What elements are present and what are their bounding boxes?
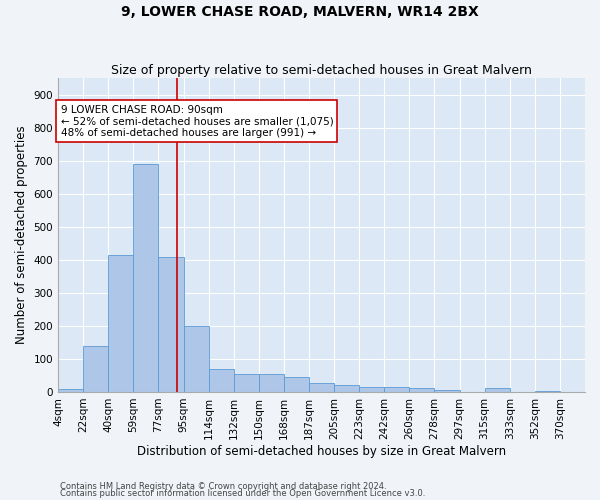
Text: 9 LOWER CHASE ROAD: 90sqm
← 52% of semi-detached houses are smaller (1,075)
48% : 9 LOWER CHASE ROAD: 90sqm ← 52% of semi-… (61, 104, 334, 138)
Bar (83, 346, 108, 392)
Bar (133, 164, 158, 392)
Bar (434, 390, 460, 392)
Bar (309, 382, 334, 392)
X-axis label: Distribution of semi-detached houses by size in Great Malvern: Distribution of semi-detached houses by … (137, 444, 506, 458)
Bar (259, 374, 284, 392)
Text: Contains HM Land Registry data © Crown copyright and database right 2024.: Contains HM Land Registry data © Crown c… (60, 482, 386, 491)
Bar (58, 388, 83, 392)
Bar (409, 388, 434, 392)
Text: 9, LOWER CHASE ROAD, MALVERN, WR14 2BX: 9, LOWER CHASE ROAD, MALVERN, WR14 2BX (121, 5, 479, 19)
Bar (284, 377, 309, 392)
Bar (359, 387, 384, 392)
Bar (108, 255, 133, 392)
Bar (184, 326, 209, 392)
Bar (209, 369, 233, 392)
Y-axis label: Number of semi-detached properties: Number of semi-detached properties (15, 126, 28, 344)
Text: Contains public sector information licensed under the Open Government Licence v3: Contains public sector information licen… (60, 489, 425, 498)
Bar (485, 388, 510, 392)
Bar (334, 384, 359, 392)
Bar (535, 390, 560, 392)
Bar (158, 256, 184, 392)
Bar (384, 387, 409, 392)
Bar (233, 374, 259, 392)
Title: Size of property relative to semi-detached houses in Great Malvern: Size of property relative to semi-detach… (111, 64, 532, 77)
